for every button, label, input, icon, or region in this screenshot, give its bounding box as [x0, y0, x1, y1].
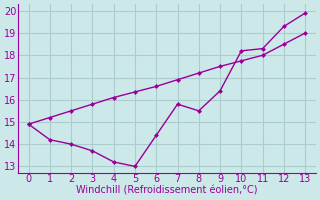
- X-axis label: Windchill (Refroidissement éolien,°C): Windchill (Refroidissement éolien,°C): [76, 186, 258, 196]
